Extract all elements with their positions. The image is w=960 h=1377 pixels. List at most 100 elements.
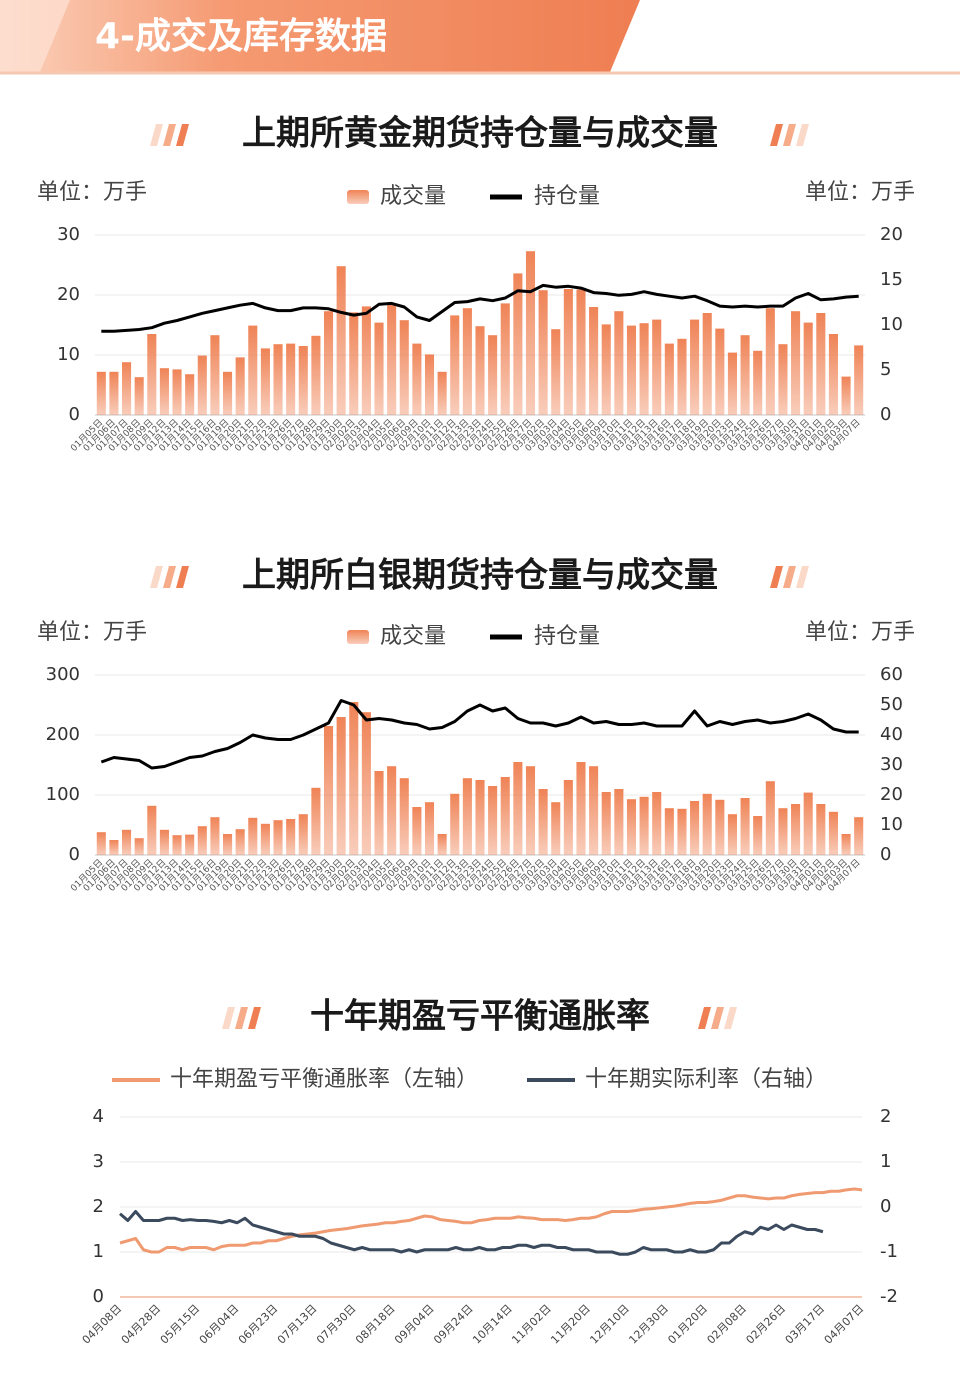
bar (677, 338, 687, 415)
bar (298, 814, 308, 855)
title-decoration (770, 124, 783, 146)
bar (248, 817, 258, 855)
x-tick-label: 04月08日 (80, 1302, 125, 1347)
bar (450, 793, 460, 855)
bar (614, 311, 624, 415)
y-unit-label: 单位：万手 (37, 620, 147, 645)
bar (298, 346, 308, 415)
title-decoration (176, 124, 189, 146)
legend-label: 成交量 (380, 184, 446, 209)
bar (803, 792, 813, 855)
bar (765, 308, 775, 415)
bar (437, 371, 447, 415)
y2-tick-label: 2 (880, 1106, 891, 1127)
bar (791, 804, 801, 855)
chart-title: 上期所黄金期货持仓量与成交量 (242, 114, 718, 154)
bar (197, 826, 207, 855)
bar (854, 345, 864, 415)
bar (210, 817, 220, 855)
x-tick-label: 01月20日 (665, 1302, 710, 1347)
bar (652, 319, 662, 415)
bar (185, 834, 195, 855)
y-tick-label: 0 (69, 844, 80, 865)
bar (437, 834, 447, 855)
title-decoration (163, 124, 176, 146)
bar (702, 793, 712, 855)
bar (715, 328, 725, 415)
y2-tick-label: 0 (880, 1196, 891, 1217)
bar (715, 799, 725, 855)
x-tick-label: 12月30日 (626, 1302, 671, 1347)
bar (816, 804, 826, 855)
bar (235, 829, 245, 855)
y2-tick-label: 30 (880, 754, 903, 775)
bar (159, 829, 169, 855)
bar (639, 796, 649, 855)
bar (134, 377, 144, 415)
bar (488, 786, 498, 855)
y2-tick-label: -1 (880, 1241, 898, 1262)
bar (399, 320, 409, 415)
bar (260, 823, 270, 855)
bar (134, 838, 144, 855)
chart-title: 上期所白银期货持仓量与成交量 (242, 556, 718, 596)
y-tick-label: 300 (46, 664, 80, 685)
bar (589, 307, 599, 415)
y2-tick-label: 0 (880, 844, 891, 865)
bar (841, 376, 851, 415)
y2-tick-label: -2 (880, 1286, 898, 1307)
bar (828, 334, 838, 415)
x-tick-label: 02月08日 (705, 1302, 750, 1347)
bar (147, 805, 157, 855)
y-tick-label: 3 (93, 1151, 104, 1172)
bar (387, 303, 397, 415)
bar (601, 792, 611, 855)
bar (664, 808, 674, 855)
bar (551, 329, 561, 415)
title-decoration (248, 1007, 261, 1029)
y-tick-label: 200 (46, 724, 80, 745)
series-line (101, 283, 859, 333)
y-tick-label: 1 (93, 1241, 104, 1262)
y2-tick-label: 5 (880, 359, 891, 380)
y-tick-label: 20 (57, 284, 80, 305)
x-tick-label: 08月18日 (353, 1302, 398, 1347)
bar (462, 778, 472, 855)
y2-tick-label: 50 (880, 694, 903, 715)
bar (475, 780, 485, 855)
legend-swatch (347, 630, 369, 644)
bar (791, 311, 801, 415)
legend-label: 十年期实际利率（右轴） (585, 1067, 827, 1092)
title-decoration (163, 566, 176, 588)
bar (185, 374, 195, 415)
bar (500, 777, 510, 855)
y2-tick-label: 60 (880, 664, 903, 685)
y2-tick-label: 20 (880, 784, 903, 805)
bar (462, 308, 472, 415)
title-decoration (150, 566, 163, 588)
bar (147, 334, 157, 415)
y2-tick-label: 1 (880, 1151, 891, 1172)
bar (702, 313, 712, 415)
bar (248, 325, 258, 415)
x-tick-label: 07月13日 (275, 1302, 320, 1347)
bar (778, 344, 788, 415)
bar (488, 335, 498, 415)
bar (690, 801, 700, 855)
bar (222, 834, 233, 855)
bar (399, 778, 409, 855)
bar (349, 312, 359, 415)
title-decoration (783, 124, 796, 146)
bar (626, 325, 637, 415)
y-unit-label: 单位：万手 (37, 180, 147, 205)
bar (336, 266, 346, 415)
bar (525, 251, 536, 415)
title-decoration (796, 566, 809, 588)
title-decoration (235, 1007, 248, 1029)
series-line (100, 699, 859, 770)
bar (727, 814, 738, 855)
title-decoration (770, 566, 783, 588)
bar (740, 335, 750, 415)
title-decoration (796, 124, 809, 146)
